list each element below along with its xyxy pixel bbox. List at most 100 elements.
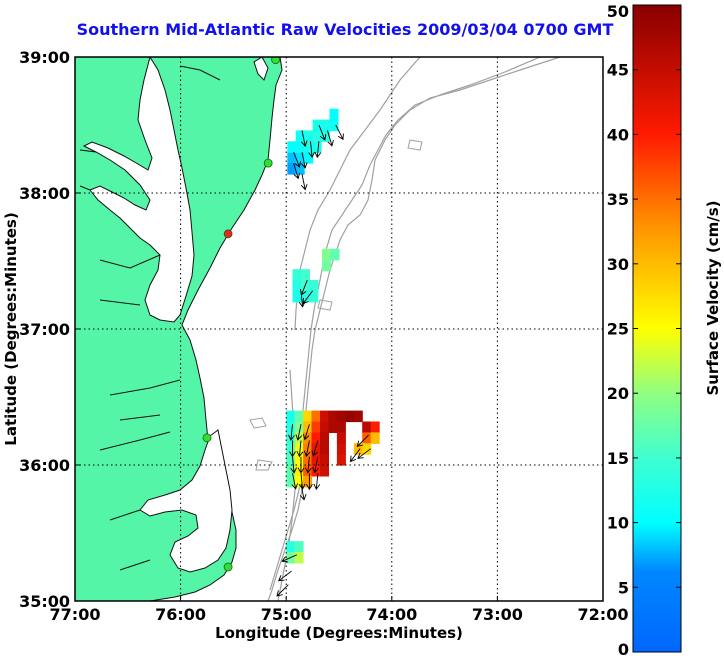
colorbar-tick-label: 20	[607, 384, 629, 403]
velocity-vector	[349, 448, 361, 463]
velocity-cell	[304, 152, 314, 164]
radar-station-marker	[223, 229, 233, 239]
velocity-cell	[292, 280, 302, 292]
velocity-cell	[362, 421, 372, 433]
velocity-cell	[295, 152, 305, 164]
velocity-vector	[291, 473, 299, 490]
radar-station-marker	[271, 57, 280, 65]
velocity-cell	[294, 541, 304, 553]
velocity-cell	[301, 269, 310, 281]
velocity-vector	[298, 290, 306, 308]
velocity-cell	[294, 410, 304, 423]
velocity-cell	[312, 119, 322, 132]
velocity-cell	[301, 290, 310, 303]
x-tick-label: 75:00	[261, 605, 312, 624]
velocity-vector	[314, 141, 322, 159]
velocity-cell	[336, 421, 346, 433]
velocity-cell	[370, 421, 380, 433]
y-tick-label: 37:00	[19, 320, 70, 339]
chesapeake-bay	[82, 57, 195, 323]
velocity-vector	[306, 473, 313, 491]
x-tick-label: 77:00	[50, 605, 101, 624]
velocity-cell	[311, 421, 321, 433]
velocity-vector	[293, 152, 301, 168]
velocity-cell	[320, 432, 329, 444]
velocity-vector	[326, 130, 334, 147]
velocity-cell	[329, 108, 339, 121]
velocity-vector	[335, 124, 344, 141]
velocity-cell	[303, 432, 313, 444]
velocity-cell	[329, 119, 339, 132]
velocity-cell	[287, 163, 297, 175]
velocity-vector	[299, 483, 307, 501]
velocity-vector	[288, 424, 295, 441]
velocity-vector	[356, 434, 369, 448]
velocity-vector	[302, 290, 313, 305]
velocity-cell	[320, 421, 329, 433]
colorbar-tick-label: 0	[618, 640, 629, 659]
velocity-vector	[302, 424, 310, 441]
velocity-cell	[336, 432, 346, 444]
x-tick-label: 76:00	[155, 605, 206, 624]
velocity-cell	[312, 130, 322, 142]
velocity-cell	[304, 141, 314, 153]
velocity-cell	[312, 141, 322, 153]
velocity-cell	[303, 410, 313, 423]
velocity-cell	[304, 130, 314, 142]
velocity-cell	[294, 475, 304, 488]
velocity-cell	[309, 290, 319, 303]
velocity-cell	[328, 421, 338, 433]
x-tick-label: 72:00	[578, 605, 629, 624]
y-tick-label: 39:00	[19, 48, 70, 67]
y-axis-label: Latitude (Degrees:Minutes)	[2, 212, 20, 445]
radar-station-marker	[223, 562, 233, 572]
velocity-cell	[330, 248, 340, 261]
radar-station-marker	[202, 433, 212, 443]
colorbar-tick-label: 50	[607, 2, 629, 21]
colorbar-tick-label: 30	[607, 255, 629, 274]
velocity-cell	[295, 163, 305, 175]
y-tick-label: 36:00	[19, 456, 70, 475]
bathymetry-contour-4	[249, 139, 423, 471]
velocity-cell	[336, 454, 346, 466]
velocity-vector	[300, 152, 308, 169]
velocity-cell	[311, 454, 321, 466]
velocity-cell	[320, 465, 329, 477]
radar-station-marker	[263, 158, 273, 168]
colorbar-tick-label: 35	[607, 190, 629, 209]
map-title: Southern Mid-Atlantic Raw Velocities 200…	[76, 20, 614, 39]
velocity-cell	[286, 454, 296, 466]
velocity-cell	[311, 410, 321, 423]
velocity-cell	[320, 443, 329, 455]
velocity-cell	[322, 259, 332, 272]
velocity-vector	[278, 570, 292, 582]
pamlico-sound	[139, 429, 233, 573]
velocity-cell	[286, 465, 296, 477]
velocity-vector	[357, 448, 371, 459]
velocity-vector	[312, 456, 320, 474]
velocity-cell	[295, 130, 305, 142]
velocity-vector	[289, 440, 296, 458]
velocity-vector	[298, 473, 306, 490]
velocity-vector	[276, 584, 289, 597]
velocity-cell	[294, 552, 304, 564]
colorbar-tick-label: 25	[607, 320, 629, 339]
velocity-vector	[295, 424, 303, 441]
velocity-cell	[286, 475, 296, 488]
colorbar	[632, 4, 682, 653]
velocity-cell	[303, 454, 313, 466]
velocity-cell	[294, 421, 304, 433]
velocity-cell	[362, 443, 372, 455]
velocity-cell	[287, 152, 297, 164]
colorbar-label: Surface Velocity (cm/s)	[704, 200, 722, 395]
velocity-vector	[308, 141, 316, 159]
velocity-vector	[290, 456, 298, 474]
velocity-cell	[287, 141, 297, 153]
velocity-cell	[353, 443, 363, 455]
velocity-cell	[292, 290, 302, 303]
velocity-cell	[295, 141, 305, 153]
velocity-cell	[336, 410, 346, 423]
velocity-cell	[309, 280, 319, 292]
delaware-bay	[253, 57, 269, 81]
